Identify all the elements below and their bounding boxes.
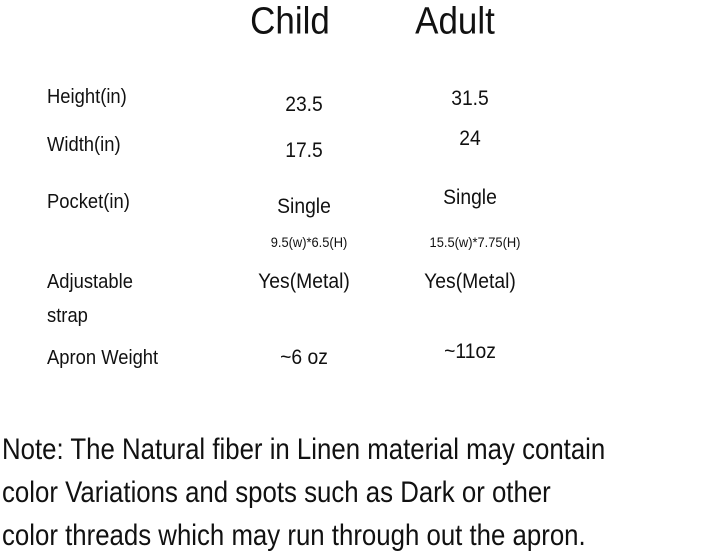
cell-value: ~11oz <box>444 340 496 363</box>
row-label: Width(in) <box>47 134 121 156</box>
cell-value: 31.5 <box>451 87 489 110</box>
cell-detail: 15.5(w)*7.75(H) <box>429 234 521 250</box>
cell-detail: 9.5(w)*6.5(H) <box>270 234 348 250</box>
row-label: Pocket(in) <box>47 191 130 213</box>
note-line: Note: The Natural fiber in Linen materia… <box>2 433 606 466</box>
cell-value: Single <box>277 195 331 218</box>
cell-value: Yes(Metal) <box>424 270 516 293</box>
column-header: Child <box>250 0 330 43</box>
cell-value: ~6 oz <box>280 346 328 369</box>
cell-value: 17.5 <box>285 139 323 162</box>
cell-value: 23.5 <box>285 93 323 116</box>
cell-value: Single <box>443 186 497 209</box>
row-label: Apron Weight <box>47 347 159 369</box>
row-label: Height(in) <box>47 86 127 108</box>
cell-value: Yes(Metal) <box>258 270 350 293</box>
row-label: Adjustable strap <box>47 271 133 327</box>
cell-value: 24 <box>459 127 481 150</box>
column-header: Adult <box>415 0 495 43</box>
note-line: color threads which may run through out … <box>2 519 586 552</box>
note-line: color Variations and spots such as Dark … <box>2 476 551 509</box>
